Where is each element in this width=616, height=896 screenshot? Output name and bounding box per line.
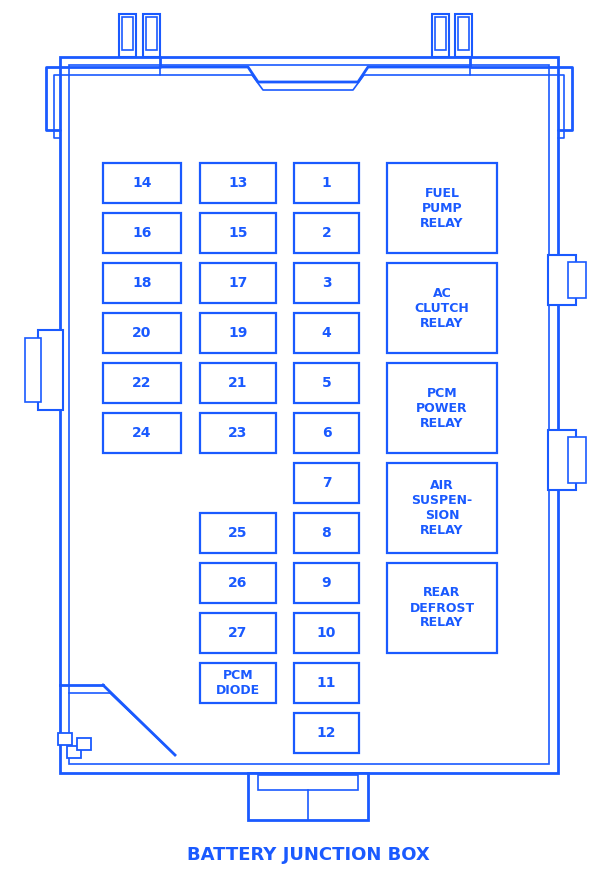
Bar	[25, 338, 41, 402]
Bar	[387, 563, 497, 653]
Bar	[387, 263, 497, 353]
Bar	[294, 513, 359, 553]
Text: 23: 23	[229, 426, 248, 440]
Bar	[248, 773, 368, 820]
Bar	[200, 313, 276, 353]
Text: 5: 5	[322, 376, 331, 390]
Text: 2: 2	[322, 226, 331, 240]
Bar	[200, 563, 276, 603]
Bar	[387, 463, 497, 553]
Bar	[568, 437, 586, 483]
Bar	[103, 363, 181, 403]
Bar	[146, 17, 157, 50]
Text: AC
CLUTCH
RELAY: AC CLUTCH RELAY	[415, 287, 469, 330]
Text: 4: 4	[322, 326, 331, 340]
Bar	[548, 255, 576, 305]
Text: 18: 18	[132, 276, 152, 290]
Bar	[432, 14, 449, 57]
Text: FUEL
PUMP
RELAY: FUEL PUMP RELAY	[420, 186, 464, 229]
Bar	[122, 17, 133, 50]
Bar	[294, 463, 359, 503]
Bar	[119, 14, 136, 57]
Text: BATTERY JUNCTION BOX: BATTERY JUNCTION BOX	[187, 846, 429, 864]
Text: 6: 6	[322, 426, 331, 440]
Bar	[294, 263, 359, 303]
Text: REAR
DEFROST
RELAY: REAR DEFROST RELAY	[410, 587, 474, 630]
Text: PCM
DIODE: PCM DIODE	[216, 669, 260, 697]
Bar	[548, 430, 576, 490]
Text: 11: 11	[317, 676, 336, 690]
Bar	[103, 163, 181, 203]
Text: 16: 16	[132, 226, 152, 240]
Text: PCM
POWER
RELAY: PCM POWER RELAY	[416, 386, 468, 429]
Bar	[103, 413, 181, 453]
Text: 9: 9	[322, 576, 331, 590]
Text: 15: 15	[229, 226, 248, 240]
Text: 19: 19	[229, 326, 248, 340]
Bar	[38, 330, 63, 410]
Bar	[143, 14, 160, 57]
Text: 22: 22	[132, 376, 152, 390]
Bar	[200, 263, 276, 303]
Bar	[200, 363, 276, 403]
Bar	[458, 17, 469, 50]
Bar	[294, 613, 359, 653]
Bar	[77, 738, 91, 750]
Bar	[200, 613, 276, 653]
Text: 24: 24	[132, 426, 152, 440]
Bar	[294, 363, 359, 403]
Text: 3: 3	[322, 276, 331, 290]
Text: 17: 17	[229, 276, 248, 290]
Bar	[67, 746, 81, 758]
Bar	[258, 775, 358, 790]
Text: 13: 13	[229, 176, 248, 190]
Bar	[58, 733, 72, 745]
Text: 1: 1	[322, 176, 331, 190]
Bar	[200, 213, 276, 253]
Bar	[103, 213, 181, 253]
Bar	[200, 663, 276, 703]
Bar	[455, 14, 472, 57]
Text: 27: 27	[229, 626, 248, 640]
Bar	[568, 262, 586, 298]
Bar	[387, 163, 497, 253]
Bar	[435, 17, 446, 50]
Bar	[103, 313, 181, 353]
Text: 12: 12	[317, 726, 336, 740]
Bar	[294, 563, 359, 603]
Bar	[60, 57, 558, 773]
Bar	[294, 163, 359, 203]
Bar	[103, 263, 181, 303]
Bar	[200, 163, 276, 203]
Bar	[294, 313, 359, 353]
Bar	[69, 65, 549, 764]
Bar	[294, 713, 359, 753]
Text: 21: 21	[229, 376, 248, 390]
Text: AIR
SUSPEN-
SION
RELAY: AIR SUSPEN- SION RELAY	[411, 479, 472, 537]
Bar	[200, 413, 276, 453]
Text: 25: 25	[229, 526, 248, 540]
Bar	[200, 513, 276, 553]
Text: 26: 26	[229, 576, 248, 590]
Bar	[294, 413, 359, 453]
Bar	[294, 663, 359, 703]
Bar	[294, 213, 359, 253]
Text: 10: 10	[317, 626, 336, 640]
Text: 7: 7	[322, 476, 331, 490]
Text: 8: 8	[322, 526, 331, 540]
Text: 14: 14	[132, 176, 152, 190]
Text: 20: 20	[132, 326, 152, 340]
Bar	[387, 363, 497, 453]
